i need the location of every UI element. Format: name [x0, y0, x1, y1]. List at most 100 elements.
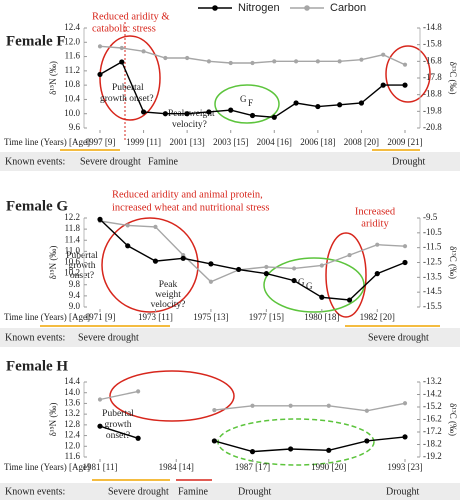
y-tick-label: 9.0 — [69, 301, 81, 311]
y-tick-label: 11.8 — [65, 223, 81, 233]
x-tick-label: 1971 [9] — [85, 312, 116, 322]
data-point — [180, 255, 186, 261]
data-point — [140, 109, 147, 115]
data-point — [264, 264, 269, 270]
annotation: velocity? — [172, 120, 207, 130]
annotation: Pubertal — [102, 409, 134, 419]
data-point — [364, 408, 369, 413]
annotation: onset? — [106, 431, 130, 441]
y-tick-label: 10.8 — [64, 79, 80, 89]
data-point — [249, 112, 256, 119]
data-point — [319, 294, 325, 300]
x-tick-label: 1984 [14] — [159, 462, 194, 472]
data-point — [358, 100, 365, 106]
annotation: weight — [155, 290, 181, 300]
highlight — [325, 232, 367, 318]
events-band — [0, 328, 460, 347]
events-label: Known events: — [5, 332, 65, 343]
legend-swatch — [212, 5, 218, 11]
highlight — [385, 45, 431, 103]
y-tick-label: 11.6 — [65, 451, 81, 461]
group-highlight — [263, 257, 365, 313]
y2-axis-label: δ¹³C (‰) — [448, 62, 458, 95]
x-tick-label: 1990 [20] — [311, 462, 346, 472]
data-point — [263, 271, 269, 277]
data-point — [326, 447, 332, 453]
y2-tick-label: -19.2 — [423, 451, 442, 461]
data-point — [153, 224, 158, 229]
y-tick-label: 13.2 — [64, 408, 80, 418]
y-tick-label: 10.2 — [64, 268, 80, 278]
data-point — [380, 82, 386, 88]
data-point — [228, 60, 233, 66]
data-point — [402, 401, 408, 406]
data-point — [293, 59, 299, 64]
data-point — [119, 59, 125, 65]
highlight — [99, 35, 161, 121]
annotation: Reduced aridity & — [92, 11, 170, 22]
y-axis-label: δ¹⁵N (‰) — [48, 61, 58, 95]
y-tick-label: 12.8 — [64, 419, 80, 429]
y-tick-label: 12.0 — [64, 440, 80, 450]
data-point — [359, 57, 364, 62]
data-point — [293, 100, 299, 106]
group-highlight — [217, 418, 375, 466]
annotation: Peak weight — [168, 109, 215, 119]
data-point — [288, 403, 293, 408]
data-point — [97, 216, 103, 222]
data-point — [402, 259, 408, 266]
event: Drought — [392, 156, 426, 167]
y2-tick-label: -14.8 — [423, 22, 442, 32]
annotation: Pubertal — [66, 251, 98, 261]
y2-tick-label: -13.2 — [423, 376, 442, 386]
x-tick-label: 1997 [9] — [85, 137, 116, 147]
series-line — [99, 220, 406, 283]
y2-tick-label: -12.5 — [423, 257, 442, 267]
data-point — [163, 55, 168, 61]
series-line — [99, 425, 406, 453]
legend-label: Carbon — [330, 2, 366, 14]
y2-tick-label: -15.5 — [423, 301, 442, 311]
data-point — [119, 45, 124, 51]
data-point — [97, 44, 103, 49]
annotation: growth — [105, 420, 132, 430]
data-point — [135, 435, 141, 441]
data-point — [208, 261, 214, 267]
x-tick-label: 1975 [13] — [193, 312, 228, 322]
y2-tick-label: -19.8 — [423, 105, 442, 115]
data-point — [381, 52, 386, 57]
data-point — [97, 423, 103, 429]
data-point — [402, 82, 408, 88]
event: Famine — [178, 486, 209, 497]
series-line — [99, 60, 405, 119]
annotation: catabolic stress — [92, 23, 156, 34]
data-point — [206, 109, 212, 115]
data-point — [212, 408, 217, 413]
group-label-sub: G — [306, 281, 313, 291]
highlight — [109, 370, 235, 422]
data-point — [337, 102, 343, 108]
data-point — [326, 403, 331, 408]
y2-tick-label: -17.8 — [423, 72, 442, 82]
event: Severe drought — [78, 332, 139, 343]
group-highlight — [214, 84, 280, 124]
y2-tick-label: -10.5 — [423, 227, 442, 237]
x-tick-label: 1973 [11] — [138, 312, 173, 322]
data-point — [228, 107, 234, 113]
x-tick-label: 1982 [20] — [360, 312, 395, 322]
series-line — [99, 390, 406, 412]
data-point — [125, 223, 130, 228]
y-tick-label: 12.4 — [64, 430, 80, 440]
event: Severe drought — [80, 156, 141, 167]
y-tick-label: 10.0 — [64, 108, 80, 118]
event: Severe drought — [108, 486, 169, 497]
y2-tick-label: -13.5 — [423, 271, 442, 281]
y-tick-label: 11.2 — [65, 65, 80, 75]
data-point — [291, 266, 297, 271]
x-tick-label: 1999 [11] — [126, 137, 161, 147]
x-tick-label: 1987 [17] — [235, 462, 270, 472]
events-band — [0, 152, 460, 171]
x-tick-label: 1993 [23] — [387, 462, 422, 472]
x-tick-label: 1980 [18] — [304, 312, 339, 322]
group-label-sub: F — [248, 98, 253, 108]
